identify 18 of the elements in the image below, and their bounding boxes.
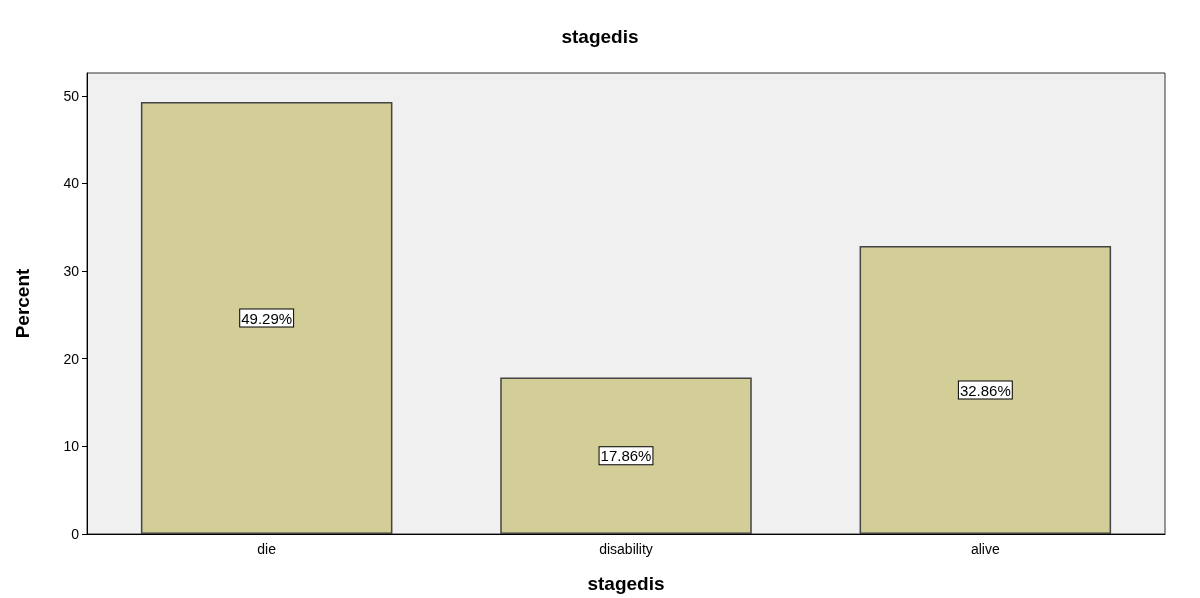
x-axis-title: stagedis bbox=[587, 573, 665, 594]
y-tick-label: 20 bbox=[63, 350, 80, 367]
data-label: 17.86% bbox=[600, 447, 652, 465]
data-label: 32.86% bbox=[959, 381, 1011, 399]
y-axis-title: Percent bbox=[12, 267, 33, 339]
x-tick-label: disability bbox=[599, 541, 653, 557]
y-tick-label: 50 bbox=[63, 87, 80, 104]
bar bbox=[140, 102, 393, 534]
y-tick-label: 10 bbox=[63, 438, 80, 455]
y-tick-label: 0 bbox=[71, 526, 80, 542]
bar bbox=[859, 246, 1112, 534]
chart-title: stagedis bbox=[561, 26, 639, 47]
y-tick-label: 30 bbox=[63, 263, 80, 280]
y-tick-label: 40 bbox=[63, 175, 80, 192]
x-tick-label: die bbox=[257, 541, 277, 557]
x-tick-label: alive bbox=[970, 541, 1000, 557]
data-label: 49.29% bbox=[241, 309, 293, 327]
bar bbox=[500, 377, 752, 534]
